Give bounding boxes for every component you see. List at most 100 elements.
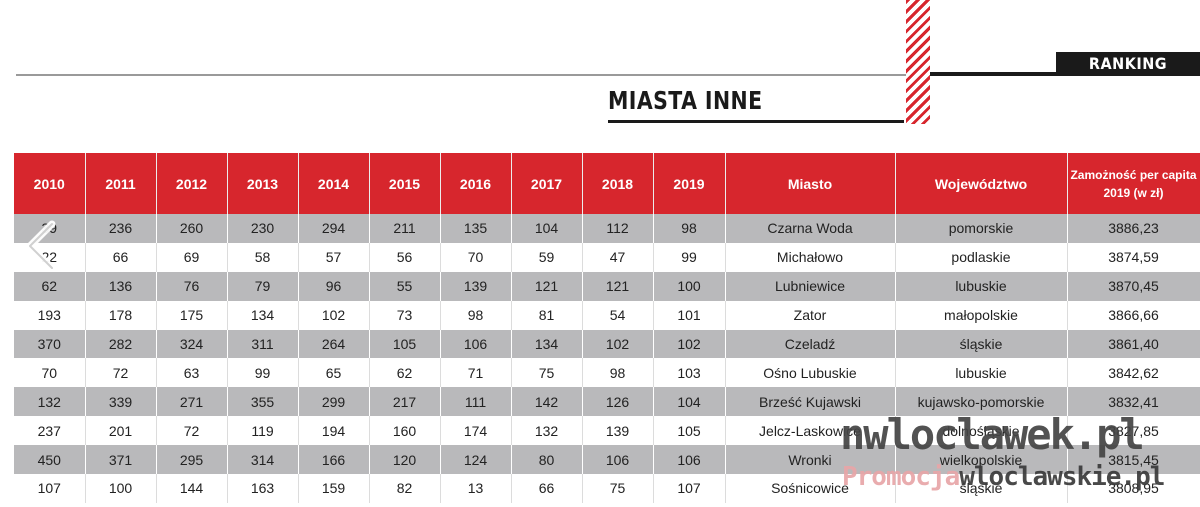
cell-2016: 111 [440,387,512,417]
cell-2015: 55 [369,271,441,301]
cell-2015: 56 [369,242,441,272]
table-row: 70 72 63 99 65 62 71 75 98 103 Ośno Lubuskie lubusk… [14,358,1200,388]
cell-voivodeship: kujawsko-pomorskie [895,387,1068,417]
cell-2015: 120 [369,445,441,475]
cell-2017: 104 [511,214,583,243]
cell-2012: 69 [156,242,228,272]
col-header-2014: 2014 [298,153,370,214]
cell-2018: 139 [582,416,654,446]
cell-2017: 80 [511,445,583,475]
cell-2019: 106 [653,445,726,475]
cell-2016: 174 [440,416,512,446]
cell-2013: 134 [227,300,299,330]
cell-city: Zator [725,300,896,330]
cell-2013: 163 [227,474,299,503]
cell-2019: 107 [653,474,726,503]
cell-voivodeship: pomorskie [895,214,1068,243]
cell-2016: 70 [440,242,512,272]
cell-2011: 100 [85,474,157,503]
cell-2018: 121 [582,271,654,301]
title-underline [608,120,904,123]
cell-city: Sośnicowice [725,474,896,503]
cell-2014: 299 [298,387,370,417]
cell-2012: 63 [156,358,228,388]
cell-2016: 98 [440,300,512,330]
page-title: MIASTA INNE [608,86,763,115]
col-header-2019: 2019 [653,153,726,214]
col-header-2010: 2010 [14,153,86,214]
cell-2011: 201 [85,416,157,446]
cell-2013: 355 [227,387,299,417]
cell-2012: 175 [156,300,228,330]
cell-2019: 103 [653,358,726,388]
col-header-2016: 2016 [440,153,512,214]
cell-2010: 70 [14,358,86,388]
cell-city: Brześć Kujawski [725,387,896,417]
cell-2011: 282 [85,329,157,359]
cell-2018: 75 [582,474,654,503]
table-row: 132 339 271 355 299 217 111 142 126 104 Brześć Kuj… [14,387,1200,417]
cell-2013: 79 [227,271,299,301]
cell-2014: 194 [298,416,370,446]
cell-wealth: 3866,66 [1067,300,1200,330]
cell-2017: 81 [511,300,583,330]
cell-wealth: 3827,85 [1067,416,1200,446]
table-row: 107 100 144 163 159 82 13 66 75 107 Sośnicowice ślą… [14,474,1200,503]
cell-voivodeship: śląskie [895,474,1068,503]
cell-2018: 98 [582,358,654,388]
cell-wealth: 3874,59 [1067,242,1200,272]
cell-2013: 58 [227,242,299,272]
watermark-line2-a: Promocja [842,462,960,492]
cell-2017: 66 [511,474,583,503]
cell-2019: 102 [653,329,726,359]
cell-city: Czarna Woda [725,214,896,243]
col-header-2013: 2013 [227,153,299,214]
cell-2010: 370 [14,329,86,359]
cell-2014: 96 [298,271,370,301]
cell-2014: 102 [298,300,370,330]
col-header-2015: 2015 [369,153,441,214]
cell-2019: 100 [653,271,726,301]
cell-2014: 65 [298,358,370,388]
cell-2012: 295 [156,445,228,475]
watermark-line2: Promocjawloclawskie.pl [842,462,1165,492]
cell-voivodeship: dolnośląskie [895,416,1068,446]
cell-2017: 75 [511,358,583,388]
cell-2019: 98 [653,214,726,243]
cell-2011: 371 [85,445,157,475]
cell-2014: 57 [298,242,370,272]
chevron-left-icon[interactable] [20,218,68,274]
cell-2016: 124 [440,445,512,475]
cell-wealth: 3886,23 [1067,214,1200,243]
cell-wealth: 3832,41 [1067,387,1200,417]
cell-2015: 160 [369,416,441,446]
cell-wealth: 3870,45 [1067,271,1200,301]
cell-voivodeship: podlaskie [895,242,1068,272]
cell-2012: 324 [156,329,228,359]
cell-2017: 132 [511,416,583,446]
cell-voivodeship: lubuskie [895,358,1068,388]
cell-voivodeship: małopolskie [895,300,1068,330]
cell-2011: 236 [85,214,157,243]
cell-2018: 112 [582,214,654,243]
cell-2015: 105 [369,329,441,359]
cell-2015: 73 [369,300,441,330]
cell-2014: 264 [298,329,370,359]
cell-2010: 62 [14,271,86,301]
cell-2018: 102 [582,329,654,359]
ranking-table: 2010 2011 2012 2013 2014 2015 2016 2017 … [14,153,1200,503]
table-header-row: 2010 2011 2012 2013 2014 2015 2016 2017 … [14,153,1200,214]
cell-city: Lubniewice [725,271,896,301]
cell-2012: 260 [156,214,228,243]
table-row: 193 178 175 134 102 73 98 81 54 101 Zator małopolsk… [14,300,1200,330]
cell-voivodeship: wielkopolskie [895,445,1068,475]
cell-wealth: 3842,62 [1067,358,1200,388]
table-row: 62 136 76 79 96 55 139 121 121 100 Lubniewice lubus… [14,271,1200,301]
cell-2012: 72 [156,416,228,446]
cell-2011: 339 [85,387,157,417]
ranking-badge: RANKING [1056,52,1200,76]
cell-city: Czeladź [725,329,896,359]
cell-wealth: 3815,45 [1067,445,1200,475]
cell-2011: 66 [85,242,157,272]
cell-2016: 13 [440,474,512,503]
